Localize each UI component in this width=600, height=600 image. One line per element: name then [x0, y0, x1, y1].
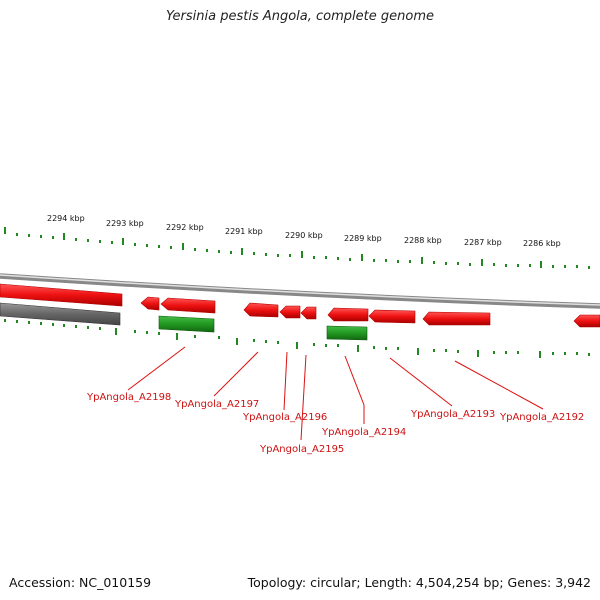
scale-label-2293: 2293 kbp [106, 219, 144, 228]
gene-feature [0, 283, 123, 307]
gene-feature [327, 307, 369, 322]
map-title: Yersinia pestis Angola, complete genome [166, 9, 434, 24]
scale-label-2290: 2290 kbp [285, 231, 323, 240]
gene-feature [573, 314, 600, 328]
gene-feature [279, 305, 301, 319]
gene-feature [300, 306, 317, 320]
gene-label-a2197: YpAngola_A2197 [174, 399, 259, 410]
gene-feature [368, 309, 416, 324]
gene-label-a2193: YpAngola_A2193 [410, 409, 495, 420]
gene-labels: YpAngola_A2198 YpAngola_A2197 YpAngola_A… [86, 392, 584, 455]
label-leader-lines [127, 346, 544, 441]
gene-label-a2192: YpAngola_A2192 [499, 412, 584, 423]
scale-label-2287: 2287 kbp [464, 238, 502, 247]
gene-feature [158, 315, 215, 333]
scale-label-2292: 2292 kbp [166, 223, 204, 232]
reverse-strand-genes [0, 302, 368, 341]
gene-feature [0, 302, 121, 326]
scale-label-2288: 2288 kbp [404, 236, 442, 245]
gene-feature [140, 296, 160, 311]
genome-summary-text: Topology: circular; Length: 4,504,254 bp… [247, 575, 591, 590]
gene-feature [160, 297, 216, 314]
gene-feature [326, 325, 368, 341]
gene-feature [243, 302, 279, 318]
outer-tick-ring [4, 227, 590, 269]
inner-tick-ring [4, 319, 590, 358]
scale-label-2294: 2294 kbp [47, 214, 85, 223]
gene-label-a2196: YpAngola_A2196 [242, 412, 327, 423]
genome-backbone [0, 273, 600, 309]
accession-text: Accession: NC_010159 [9, 575, 152, 590]
scale-label-2289: 2289 kbp [344, 234, 382, 243]
scale-label-2291: 2291 kbp [225, 227, 263, 236]
scale-labels: 2294 kbp 2293 kbp 2292 kbp 2291 kbp 2290… [47, 214, 561, 248]
scale-label-2286: 2286 kbp [523, 239, 561, 248]
gene-label-a2198: YpAngola_A2198 [86, 392, 171, 403]
forward-strand-genes [0, 283, 600, 328]
gene-label-a2194: YpAngola_A2194 [321, 427, 406, 438]
gene-label-a2195: YpAngola_A2195 [259, 444, 344, 455]
gene-feature [422, 311, 491, 326]
